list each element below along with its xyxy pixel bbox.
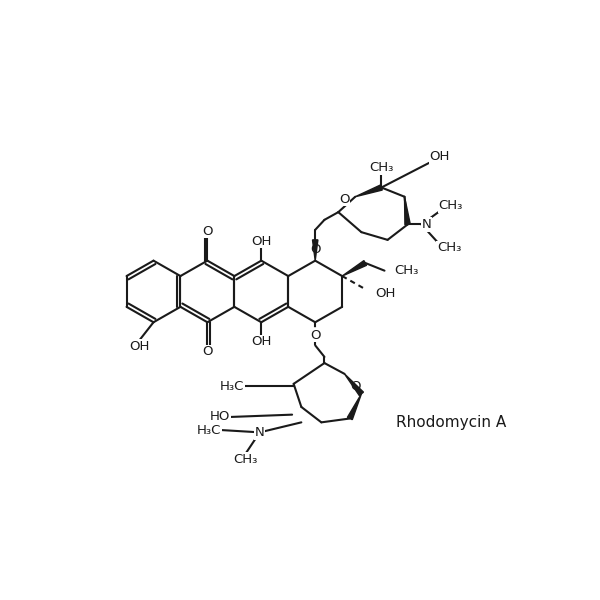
Text: O: O <box>202 346 212 358</box>
Text: H₃C: H₃C <box>220 380 244 392</box>
Text: Rhodomycin A: Rhodomycin A <box>396 415 506 430</box>
Text: O: O <box>310 242 320 256</box>
Polygon shape <box>355 185 382 197</box>
Text: CH₃: CH₃ <box>439 199 463 212</box>
Text: CH₃: CH₃ <box>369 161 394 175</box>
Text: O: O <box>339 193 350 206</box>
Polygon shape <box>313 240 318 260</box>
Text: CH₃: CH₃ <box>437 241 461 254</box>
Text: CH₃: CH₃ <box>395 264 419 277</box>
Text: O: O <box>202 224 212 238</box>
Text: OH: OH <box>375 287 395 300</box>
Polygon shape <box>347 394 361 419</box>
Text: H₃C: H₃C <box>197 424 221 437</box>
Text: O: O <box>310 329 320 342</box>
Polygon shape <box>404 197 410 225</box>
Polygon shape <box>344 374 364 395</box>
Text: OH: OH <box>251 235 271 248</box>
Text: OH: OH <box>429 150 449 163</box>
Text: OH: OH <box>130 340 150 353</box>
Text: N: N <box>421 218 431 231</box>
Text: N: N <box>255 426 265 439</box>
Text: O: O <box>350 380 361 392</box>
Text: OH: OH <box>251 335 271 349</box>
Text: HO: HO <box>210 410 230 424</box>
Text: CH₃: CH₃ <box>234 453 258 466</box>
Polygon shape <box>342 260 367 276</box>
